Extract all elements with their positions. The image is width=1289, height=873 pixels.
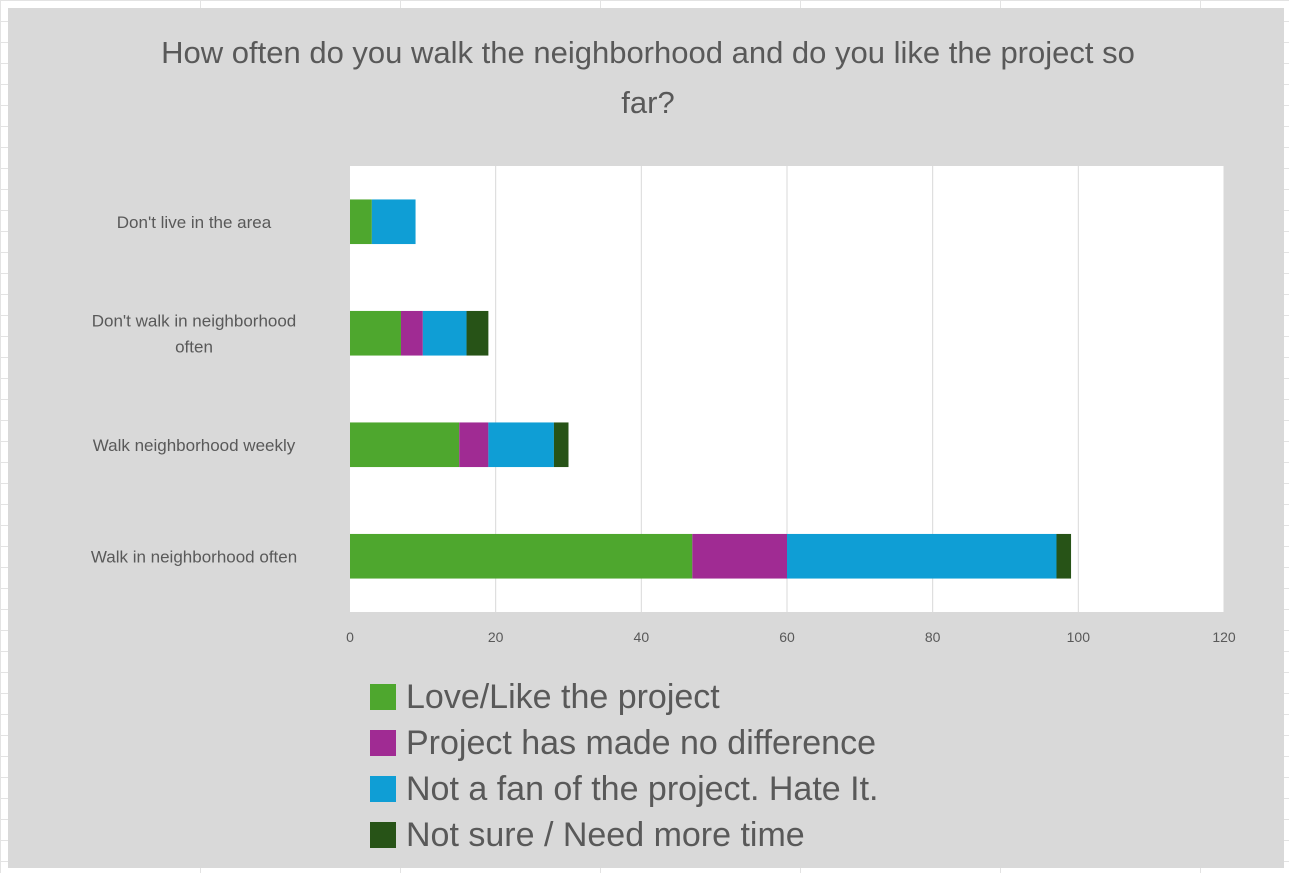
bars <box>350 199 1072 579</box>
legend: Love/Like the project Project has made no… <box>370 674 1070 858</box>
x-tick-label: 60 <box>779 629 795 645</box>
bar-segment <box>371 199 416 245</box>
bar-segment <box>350 199 372 245</box>
legend-swatch <box>370 684 396 710</box>
legend-item: Not sure / Need more time <box>370 812 1070 858</box>
legend-label: Project has made no difference <box>406 723 876 762</box>
category-label: Walk in neighborhood often <box>91 547 297 566</box>
x-tick-label: 40 <box>634 629 650 645</box>
legend-item: Love/Like the project <box>370 674 1070 720</box>
category-labels: Walk in neighborhood often Walk neighborh… <box>91 213 297 567</box>
bar-segment <box>350 310 401 356</box>
bar-segment <box>422 310 467 356</box>
x-tick-label: 100 <box>1067 629 1091 645</box>
legend-item: Not a fan of the project. Hate It. <box>370 766 1070 812</box>
chart-area[interactable]: How often do you walk the neighborhood a… <box>8 8 1284 868</box>
bar-segment <box>787 533 1057 579</box>
category-label: Don't walk in neighborhood often <box>92 311 297 356</box>
legend-label: Not a fan of the project. Hate It. <box>406 769 879 808</box>
bar-segment <box>488 422 554 468</box>
x-tick-label: 20 <box>488 629 504 645</box>
bar-segment <box>1056 533 1072 579</box>
bar-segment <box>350 422 460 468</box>
legend-item: Project has made no difference <box>370 720 1070 766</box>
plot-svg: 0 20 40 60 80 100 120 Walk in neighborhood oft… <box>91 166 1236 645</box>
legend-swatch <box>370 776 396 802</box>
x-tick-label: 80 <box>925 629 941 645</box>
bar-segment <box>350 533 693 579</box>
bar-segment <box>553 422 569 468</box>
bar-segment <box>459 422 489 468</box>
x-tick-label: 120 <box>1212 629 1236 645</box>
legend-label: Not sure / Need more time <box>406 815 805 854</box>
category-label: Don't live in the area <box>117 213 272 232</box>
legend-label: Love/Like the project <box>406 677 720 716</box>
legend-swatch <box>370 730 396 756</box>
x-tick-label: 0 <box>346 629 354 645</box>
x-tick-labels: 0 20 40 60 80 100 120 <box>346 629 1236 645</box>
category-label: Walk neighborhood weekly <box>93 436 296 455</box>
chart-title: How often do you walk the neighborhood a… <box>161 35 1135 120</box>
bar-segment <box>466 310 489 356</box>
bar-segment <box>400 310 423 356</box>
legend-swatch <box>370 822 396 848</box>
bar-segment <box>692 533 787 579</box>
